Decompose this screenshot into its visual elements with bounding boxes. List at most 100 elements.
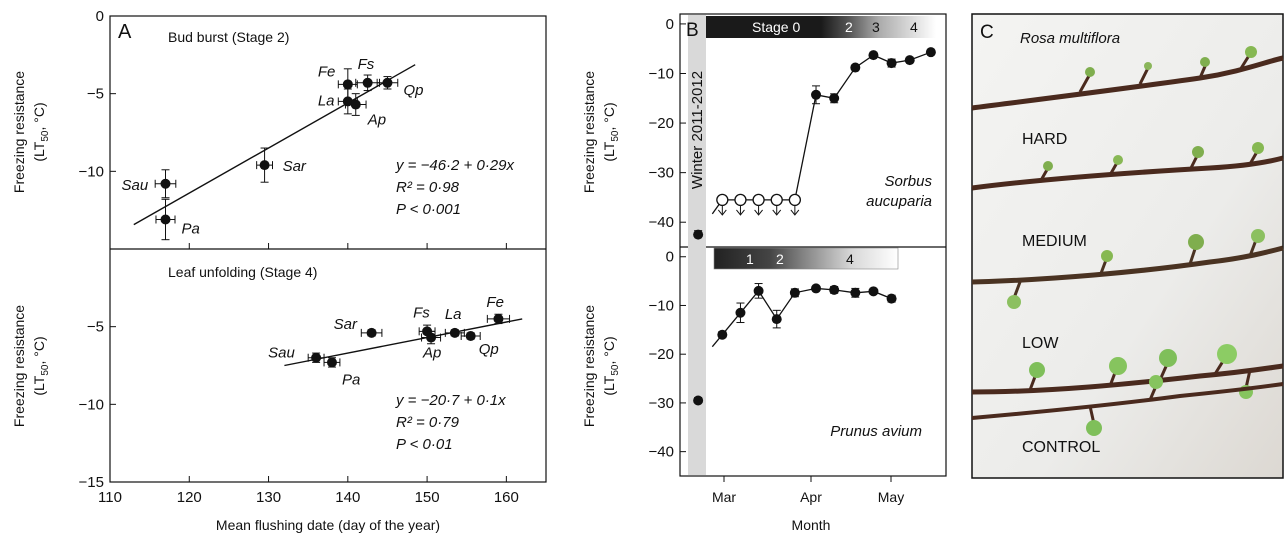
y-tick-label: −10 [79,396,104,413]
series-line [721,287,892,336]
fit-equation-bottom: y = −20·7 + 0·1x [395,392,506,409]
y-tick-label: −5 [87,86,104,103]
panel-c-photo: C Rosa multiflora HARD MEDIUM LOW CONTRO… [971,13,1284,479]
data-point [829,284,840,295]
bud-burst-subtitle: Bud burst (Stage 2) [168,29,289,45]
data-point [735,307,746,318]
open-point [734,193,747,207]
point-label: Sau [268,345,295,362]
panel-a-letter: A [118,21,132,43]
x-tick-label: 160 [494,489,519,506]
panel-b-xlabel: Month [792,517,831,533]
month-tick-apr: Apr [800,489,822,505]
data-point [789,287,800,298]
y-tick-label: −20 [649,346,674,363]
photo-frame [971,13,1284,479]
winter-point [693,229,704,240]
data-point [886,293,897,304]
data-point [449,327,460,338]
panel-b: B Winter 2011-2012 Stage 0 2 3 4 1 2 4 0… [581,13,947,533]
panel-b-top-ylabel-line1: Freezing resistance [581,71,597,193]
month-tick-may: May [878,489,904,505]
p-value-bottom: P < 0·01 [396,436,453,453]
y-tick-label: −10 [79,163,104,180]
photo-label-medium: MEDIUM [1022,233,1087,250]
data-point [868,50,879,61]
y-tick-label: 0 [96,8,104,25]
point-label: Ap [422,345,441,362]
stage-label-1: 1 [746,251,754,267]
data-point [904,55,915,66]
stage-label-0: Stage 0 [752,19,800,35]
winter-point [693,395,704,406]
data-point [868,286,879,297]
data-point [493,313,504,324]
branch-hard [971,46,1284,111]
y-tick-label: −5 [87,319,104,336]
panel-b-bottom-ylabel-line2: (LT50, °C) [601,336,621,395]
y-tick-label: −20 [649,115,674,132]
data-point [465,330,476,341]
photo-label-control: CONTROL [1022,439,1100,456]
y-tick-label: −10 [649,65,674,82]
arrow-head [772,209,782,216]
data-point [160,178,171,189]
y-tick-label: 0 [666,249,674,266]
data-point [886,58,897,69]
panel-a-top-ylabel-line2: (LT50, °C) [31,102,51,161]
panel-b-bottom-plot: 0 −10 −20 −30 −40 [649,249,897,461]
data-point [717,329,728,340]
y-tick-label: −30 [649,395,674,412]
stage-label-2b: 2 [776,251,784,267]
open-point [752,193,765,207]
panel-b-top-plot: 0 −10 −20 −30 −40 [649,16,936,240]
point-label: Qp [479,341,499,358]
y-tick-label: −15 [79,474,104,491]
panel-b-frame [679,13,947,477]
stage-bar-sorbus [706,16,936,38]
panel-b-top-ylabel-line2: (LT50, °C) [601,102,621,161]
branch-bottom [971,375,1284,436]
data-point [753,285,764,296]
data-point [311,352,322,363]
open-point [716,193,729,207]
point-label: La [318,92,335,109]
month-tick-mar: Mar [712,489,736,505]
species-sorbus-line2: aucuparia [866,193,932,210]
stage-label-4b: 4 [846,251,854,267]
y-tick-label: −40 [649,214,674,231]
data-point [160,214,171,225]
point-label: Pa [342,371,360,388]
point-label: Ap [367,112,386,129]
r2-top: R² = 0·98 [396,179,460,196]
x-tick-label: 150 [415,489,440,506]
point-label: Pa [181,220,199,237]
winter-band [688,15,706,475]
data-point [362,77,373,88]
x-tick-label: 130 [256,489,281,506]
data-point [326,357,337,368]
photo-label-hard: HARD [1022,131,1067,148]
photo-label-low: LOW [1022,335,1059,352]
data-point [771,314,782,325]
r2-bottom: R² = 0·79 [396,414,460,431]
branch-low [971,229,1284,309]
panel-a-top-ylabel-line1: Freezing resistance [11,71,27,193]
data-point [342,79,353,90]
point-label: Fe [318,63,336,80]
x-tick-label: 140 [335,489,360,506]
panel-a-xlabel: Mean flushing date (day of the year) [216,517,440,533]
panel-a-bottom-ylabel-line1: Freezing resistance [11,305,27,427]
point-label: Sau [121,177,148,194]
point-label: Qp [403,82,423,99]
panel-b-letter: B [686,20,699,41]
y-tick-label: −30 [649,165,674,182]
x-tick-label: 120 [177,489,202,506]
open-point [788,193,802,207]
species-prunus: Prunus avium [830,423,922,440]
data-point [811,89,822,100]
branch-control [971,344,1284,399]
data-point [829,93,840,104]
arrow-head [754,209,763,216]
species-sorbus-line1: Sorbus [884,173,932,190]
